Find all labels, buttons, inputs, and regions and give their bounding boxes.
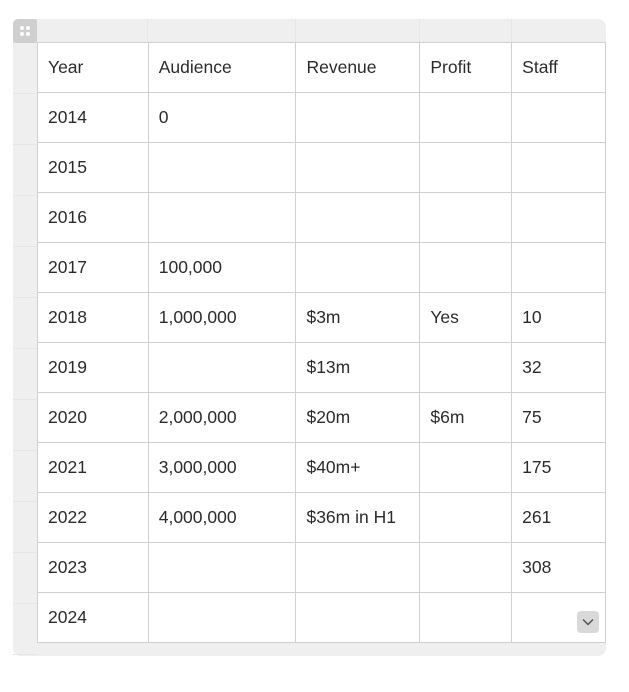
table-cell-revenue[interactable] [295,592,421,643]
table-cell-staff[interactable]: 75 [511,392,606,443]
table-cell-year[interactable]: 2024 [37,592,149,643]
table-row: 2015 [37,142,606,193]
table-cell-year[interactable]: 2016 [37,192,149,243]
table-cell-revenue[interactable] [295,92,421,143]
table-cell-audience[interactable]: 3,000,000 [147,442,297,493]
table-row: 2023 308 [37,542,606,593]
table-cell-year[interactable]: 2018 [37,292,149,343]
table-cell-audience[interactable] [147,142,297,193]
table-cell-staff[interactable]: 308 [511,542,606,593]
table-cell-profit[interactable]: Yes [419,292,513,343]
table-cell-year[interactable]: 2021 [37,442,149,493]
table-cell-year[interactable]: 2020 [37,392,149,443]
row-handle[interactable] [13,502,37,553]
table-row: 2018 1,000,000 $3m Yes 10 [37,292,606,343]
table-cell-year[interactable]: 2019 [37,342,149,393]
table-cell-year[interactable]: 2023 [37,542,149,593]
row-handle[interactable] [13,145,37,196]
drag-handle-icon[interactable] [13,19,37,43]
table-cell-audience[interactable]: 4,000,000 [147,492,297,543]
row-gutter [13,43,37,656]
table-cell-audience[interactable] [147,592,297,643]
row-handle[interactable] [13,400,37,451]
header-cell-profit[interactable]: Profit [419,42,513,93]
table-cell-staff[interactable]: 175 [511,442,606,493]
row-handle[interactable] [13,298,37,349]
table-cell-profit[interactable] [419,242,513,293]
row-handle[interactable] [13,451,37,502]
table-cell-profit[interactable]: $6m [419,392,513,443]
table-container: Year Audience Revenue Profit Staff 2014 0… [13,19,606,656]
column-handle[interactable] [296,19,420,43]
table-cell-profit[interactable] [419,542,513,593]
header-cell-audience[interactable]: Audience [147,42,297,93]
table-row: 2020 2,000,000 $20m $6m 75 [37,392,606,443]
table-cell-audience[interactable] [147,542,297,593]
header-cell-revenue[interactable]: Revenue [295,42,421,93]
table-cell-profit[interactable] [419,142,513,193]
table-cell-staff[interactable] [511,192,606,243]
table-row: 2024 [37,592,606,643]
row-handle[interactable] [13,247,37,298]
row-handle[interactable] [13,604,37,655]
row-handle[interactable] [13,43,37,94]
table-cell-revenue[interactable]: $40m+ [295,442,421,493]
chevron-down-icon[interactable] [577,611,599,633]
row-handle[interactable] [13,349,37,400]
table-cell-staff[interactable] [511,242,606,293]
table-cell-year[interactable]: 2022 [37,492,149,543]
table-cell-staff[interactable]: 32 [511,342,606,393]
row-handle[interactable] [13,553,37,604]
header-cell-staff[interactable]: Staff [511,42,606,93]
data-table: Year Audience Revenue Profit Staff 2014 0… [37,42,606,643]
table-cell-revenue[interactable]: $20m [295,392,421,443]
column-handle[interactable] [148,19,296,43]
column-header-bar [37,19,606,43]
table-row: 2022 4,000,000 $36m in H1 261 [37,492,606,543]
row-handle[interactable] [13,94,37,145]
table-cell-audience[interactable]: 2,000,000 [147,392,297,443]
table-cell-revenue[interactable] [295,542,421,593]
table-cell-audience[interactable] [147,342,297,393]
table-cell-revenue[interactable]: $36m in H1 [295,492,421,543]
table-cell-profit[interactable] [419,92,513,143]
table-cell-staff[interactable] [511,92,606,143]
table-cell-year[interactable]: 2015 [37,142,149,193]
table-cell-profit[interactable] [419,492,513,543]
table-cell-revenue[interactable] [295,192,421,243]
table-cell-profit[interactable] [419,192,513,243]
table-cell-revenue[interactable] [295,142,421,193]
row-handle[interactable] [13,196,37,247]
table-cell-audience[interactable]: 1,000,000 [147,292,297,343]
table-cell-revenue[interactable]: $3m [295,292,421,343]
table-cell-revenue[interactable] [295,242,421,293]
table-cell-revenue[interactable]: $13m [295,342,421,393]
table-row: 2017 100,000 [37,242,606,293]
table-cell-year[interactable]: 2014 [37,92,149,143]
column-handle[interactable] [512,19,606,43]
table-cell-audience[interactable]: 0 [147,92,297,143]
table-row: 2016 [37,192,606,243]
table-row: 2019 $13m 32 [37,342,606,393]
column-handle[interactable] [37,19,148,43]
table-cell-staff[interactable]: 10 [511,292,606,343]
table-cell-staff[interactable] [511,142,606,193]
table-row: 2021 3,000,000 $40m+ 175 [37,442,606,493]
table-cell-audience[interactable]: 100,000 [147,242,297,293]
table-cell-profit[interactable] [419,592,513,643]
table-cell-year[interactable]: 2017 [37,242,149,293]
header-cell-year[interactable]: Year [37,42,149,93]
table-cell-profit[interactable] [419,442,513,493]
table-cell-profit[interactable] [419,342,513,393]
column-handle[interactable] [420,19,512,43]
table-body: Year Audience Revenue Profit Staff 2014 0… [37,42,606,643]
table-cell-audience[interactable] [147,192,297,243]
table-cell-staff[interactable]: 261 [511,492,606,543]
table-row: 2014 0 [37,92,606,143]
table-header-row: Year Audience Revenue Profit Staff [37,42,606,93]
